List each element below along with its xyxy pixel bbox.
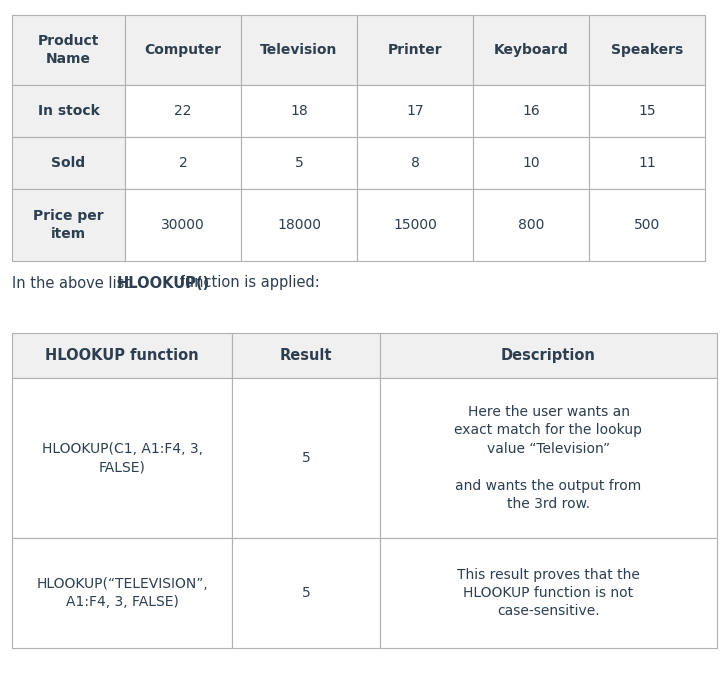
Bar — [589, 189, 705, 261]
Bar — [380, 538, 717, 648]
Bar — [241, 137, 357, 189]
Bar — [241, 189, 357, 261]
Text: function is applied:: function is applied: — [175, 276, 320, 290]
Text: Description: Description — [501, 348, 596, 363]
Text: 18000: 18000 — [277, 218, 321, 232]
Text: 22: 22 — [174, 104, 191, 118]
Text: Computer: Computer — [144, 43, 221, 57]
Text: HLOOKUP(“TELEVISION”,
A1:F4, 3, FALSE): HLOOKUP(“TELEVISION”, A1:F4, 3, FALSE) — [36, 577, 208, 609]
Bar — [589, 85, 705, 137]
Bar — [12, 189, 125, 261]
Text: Result: Result — [280, 348, 332, 363]
Bar — [357, 85, 473, 137]
Bar — [589, 15, 705, 85]
Text: HLOOKUP(): HLOOKUP() — [116, 276, 210, 290]
Bar — [473, 85, 589, 137]
Bar — [473, 189, 589, 261]
Bar — [380, 378, 717, 538]
Text: 5: 5 — [301, 586, 310, 600]
Bar — [12, 15, 125, 85]
Text: 17: 17 — [406, 104, 424, 118]
Bar — [12, 378, 232, 538]
Text: This result proves that the
HLOOKUP function is not
case-sensitive.: This result proves that the HLOOKUP func… — [457, 567, 640, 618]
Bar — [12, 538, 232, 648]
Text: 11: 11 — [638, 156, 656, 170]
Bar — [125, 189, 241, 261]
Text: 16: 16 — [522, 104, 540, 118]
Text: Product
Name: Product Name — [38, 34, 99, 66]
Text: 800: 800 — [518, 218, 545, 232]
Bar — [473, 15, 589, 85]
Bar — [357, 15, 473, 85]
Text: 5: 5 — [301, 451, 310, 465]
Text: Sold: Sold — [52, 156, 86, 170]
Text: 15: 15 — [638, 104, 656, 118]
Text: 15000: 15000 — [393, 218, 437, 232]
Text: HLOOKUP function: HLOOKUP function — [45, 348, 199, 363]
Text: Price per
item: Price per item — [33, 209, 104, 242]
Text: 2: 2 — [178, 156, 187, 170]
Text: Television: Television — [261, 43, 338, 57]
Bar — [232, 538, 380, 648]
Text: In stock: In stock — [38, 104, 100, 118]
Text: HLOOKUP(C1, A1:F4, 3,
FALSE): HLOOKUP(C1, A1:F4, 3, FALSE) — [41, 442, 202, 474]
Bar — [125, 85, 241, 137]
Bar — [12, 333, 232, 378]
Bar — [125, 137, 241, 189]
Text: 5: 5 — [295, 156, 304, 170]
Bar — [357, 189, 473, 261]
Text: In the above list: In the above list — [12, 276, 135, 290]
Bar — [12, 137, 125, 189]
Text: 8: 8 — [411, 156, 419, 170]
Bar — [241, 15, 357, 85]
Text: 10: 10 — [522, 156, 540, 170]
Bar — [589, 137, 705, 189]
Bar — [473, 137, 589, 189]
Text: Keyboard: Keyboard — [494, 43, 569, 57]
Text: Speakers: Speakers — [611, 43, 683, 57]
Bar — [241, 85, 357, 137]
Bar — [125, 15, 241, 85]
Bar — [232, 378, 380, 538]
Bar — [12, 85, 125, 137]
Text: Here the user wants an
exact match for the lookup
value “Television”

and wants : Here the user wants an exact match for t… — [454, 405, 643, 511]
Text: Printer: Printer — [388, 43, 443, 57]
Text: 18: 18 — [290, 104, 308, 118]
Bar — [380, 333, 717, 378]
Text: 500: 500 — [634, 218, 660, 232]
Bar — [232, 333, 380, 378]
Bar — [357, 137, 473, 189]
Text: 30000: 30000 — [161, 218, 205, 232]
